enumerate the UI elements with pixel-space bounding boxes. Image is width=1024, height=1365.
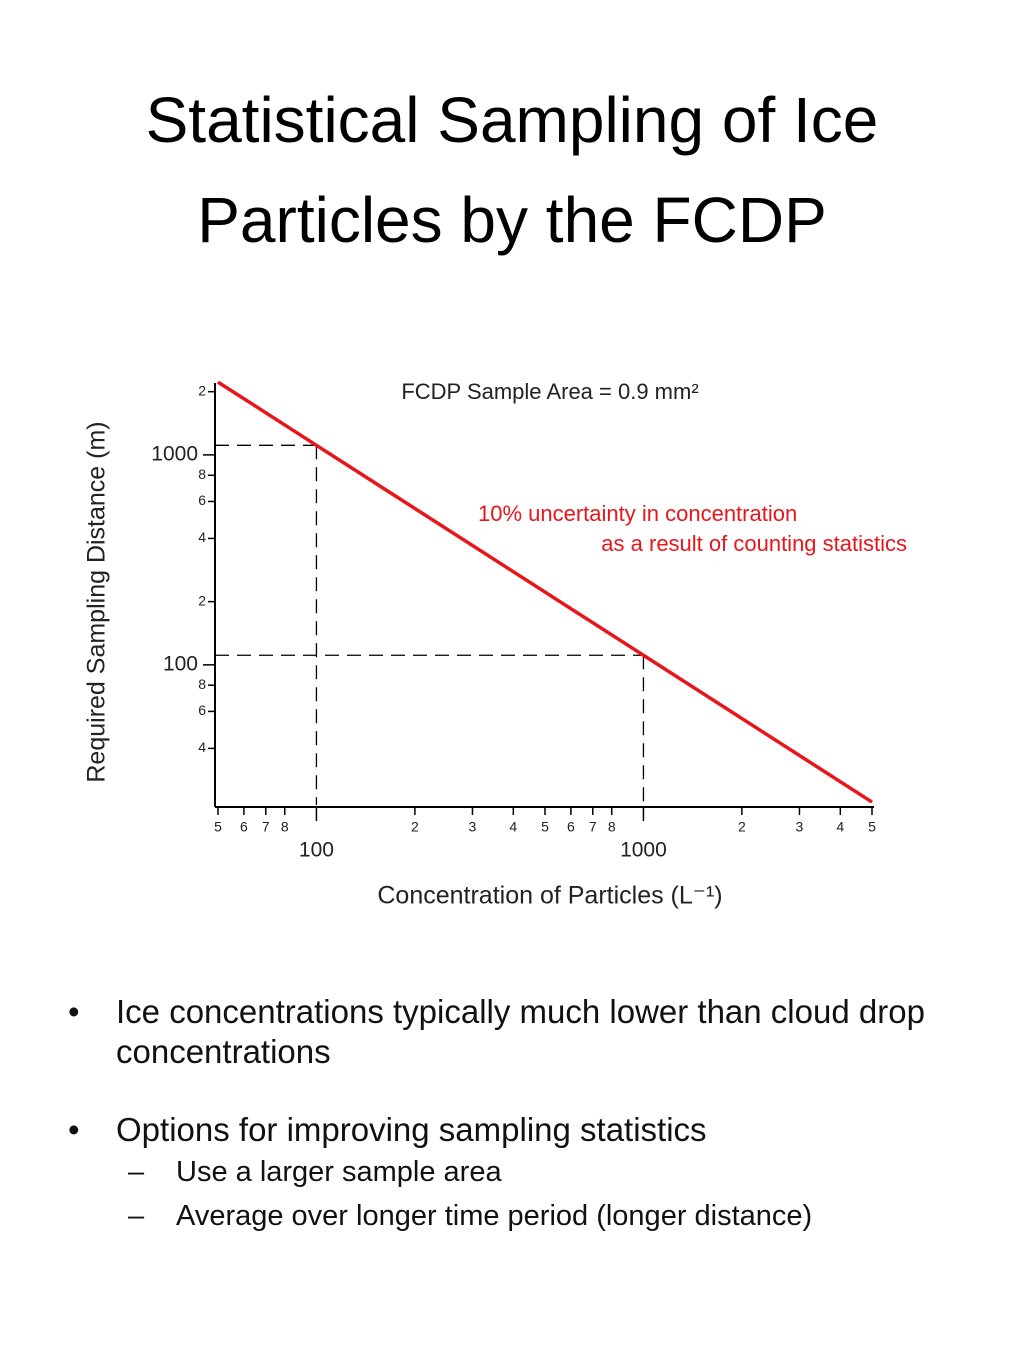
bullet: Options for improving sampling statistic… bbox=[68, 1110, 948, 1238]
y-tick-label: 100 bbox=[163, 652, 198, 675]
x-tick-label: 4 bbox=[836, 819, 844, 835]
x-tick-label: 6 bbox=[567, 819, 575, 835]
y-tick-label: 6 bbox=[198, 492, 206, 508]
x-tick-label: 6 bbox=[240, 819, 248, 835]
x-tick-label: 7 bbox=[262, 819, 270, 835]
y-tick-label: 2 bbox=[198, 592, 206, 608]
sub-bullet: Use a larger sample area bbox=[116, 1150, 948, 1194]
bullet-text: Options for improving sampling statistic… bbox=[116, 1111, 707, 1148]
x-tick-label: 7 bbox=[589, 819, 597, 835]
y-tick-label: 4 bbox=[198, 529, 206, 545]
x-tick-label: 5 bbox=[214, 819, 222, 835]
x-tick-label: 5 bbox=[541, 819, 549, 835]
x-tick-label: 5 bbox=[868, 819, 876, 835]
annotation: 10% uncertainty in concentration bbox=[478, 501, 797, 526]
x-tick-label: 3 bbox=[469, 819, 477, 835]
slide-title: Statistical Sampling of Ice Particles by… bbox=[145, 84, 879, 256]
x-tick-label: 8 bbox=[608, 819, 616, 835]
x-tick-label: 1000 bbox=[620, 839, 667, 862]
x-tick-label: 2 bbox=[411, 819, 419, 835]
y-tick-label: 1000 bbox=[151, 442, 198, 465]
sub-bullet: Average over longer time period (longer … bbox=[116, 1194, 948, 1238]
annotation: as a result of counting statistics bbox=[601, 531, 907, 556]
y-tick-label: 8 bbox=[198, 676, 206, 692]
bullet-list: Ice concentrations typically much lower … bbox=[68, 992, 948, 1276]
x-tick-label: 3 bbox=[796, 819, 804, 835]
y-tick-label: 8 bbox=[198, 466, 206, 482]
chart-title: FCDP Sample Area = 0.9 mm² bbox=[401, 379, 698, 404]
y-tick-label: 4 bbox=[198, 739, 206, 755]
bullet: Ice concentrations typically much lower … bbox=[68, 992, 948, 1072]
x-tick-label: 4 bbox=[509, 819, 517, 835]
y-tick-label: 2 bbox=[198, 382, 206, 398]
data-line bbox=[217, 380, 873, 804]
bullet-text: Ice concentrations typically much lower … bbox=[116, 993, 925, 1070]
y-axis-label: Required Sampling Distance (m) bbox=[83, 421, 111, 782]
x-tick-label: 8 bbox=[281, 819, 289, 835]
x-axis-label: Concentration of Particles (L⁻¹) bbox=[377, 882, 722, 910]
x-tick-label: 2 bbox=[738, 819, 746, 835]
x-tick-label: 100 bbox=[299, 839, 334, 862]
y-tick-label: 6 bbox=[198, 702, 206, 718]
